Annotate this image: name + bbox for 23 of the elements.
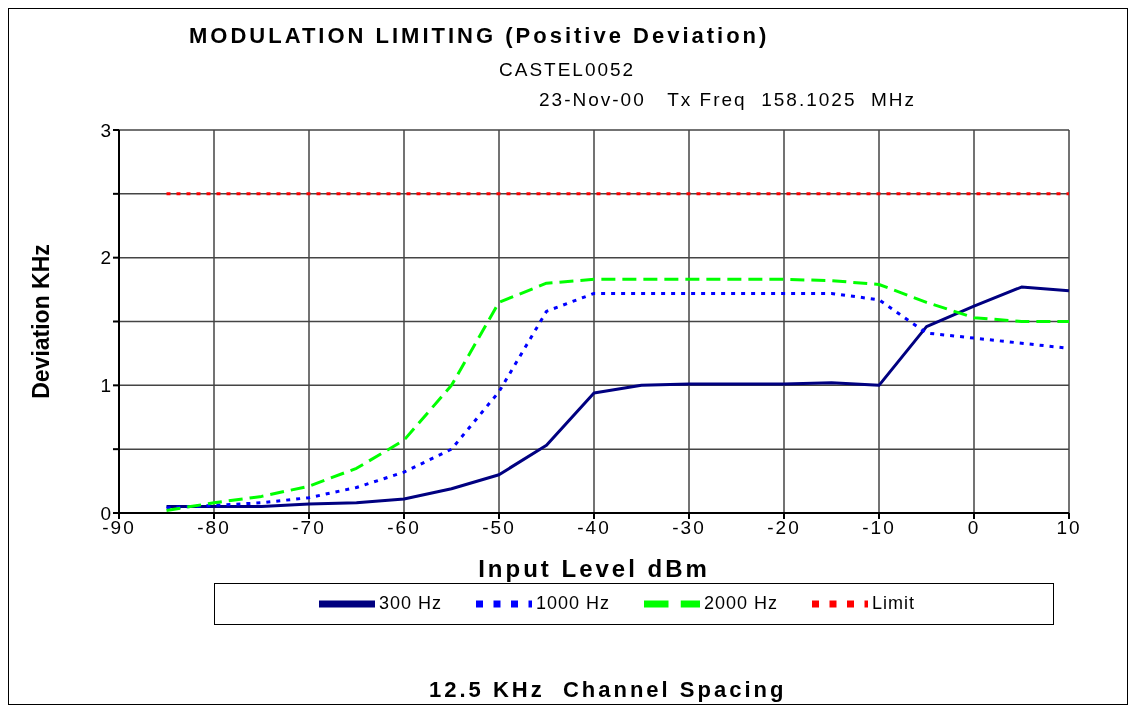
y-tick-label: 2: [100, 247, 111, 269]
x-axis-title: Input Level dBm: [478, 555, 710, 582]
x-tick-label: -80: [197, 517, 231, 539]
legend-label: 1000 Hz: [535, 592, 611, 613]
x-tick-label: -50: [482, 517, 516, 539]
text: 12.5 KHz Channel Spacing: [429, 677, 787, 703]
legend-label: 300 Hz: [378, 592, 442, 613]
chart-subtitle: CASTEL0052: [499, 59, 636, 81]
x-tick-label: 10: [1056, 517, 1082, 539]
x-tick-label: -30: [672, 517, 706, 539]
legend-label: 2000 Hz: [704, 592, 779, 613]
x-tick-label: -70: [292, 517, 326, 539]
x-tick-label: -20: [767, 517, 801, 539]
legend-label: Limit: [872, 592, 916, 613]
y-axis-title: Deviation KHz: [28, 244, 55, 399]
x-tick-label: -60: [387, 517, 421, 539]
x-tick-label: -10: [862, 517, 896, 539]
y-tick-label: 3: [100, 119, 111, 141]
text: 23-Nov-00 Tx Freq 158.1025 MHz: [539, 89, 917, 111]
x-tick-label: -40: [577, 517, 611, 539]
y-tick-label: 1: [100, 375, 111, 397]
x-tick-label: 0: [967, 517, 981, 539]
chart-title: MODULATION LIMITING (Positive Deviation): [189, 23, 770, 49]
